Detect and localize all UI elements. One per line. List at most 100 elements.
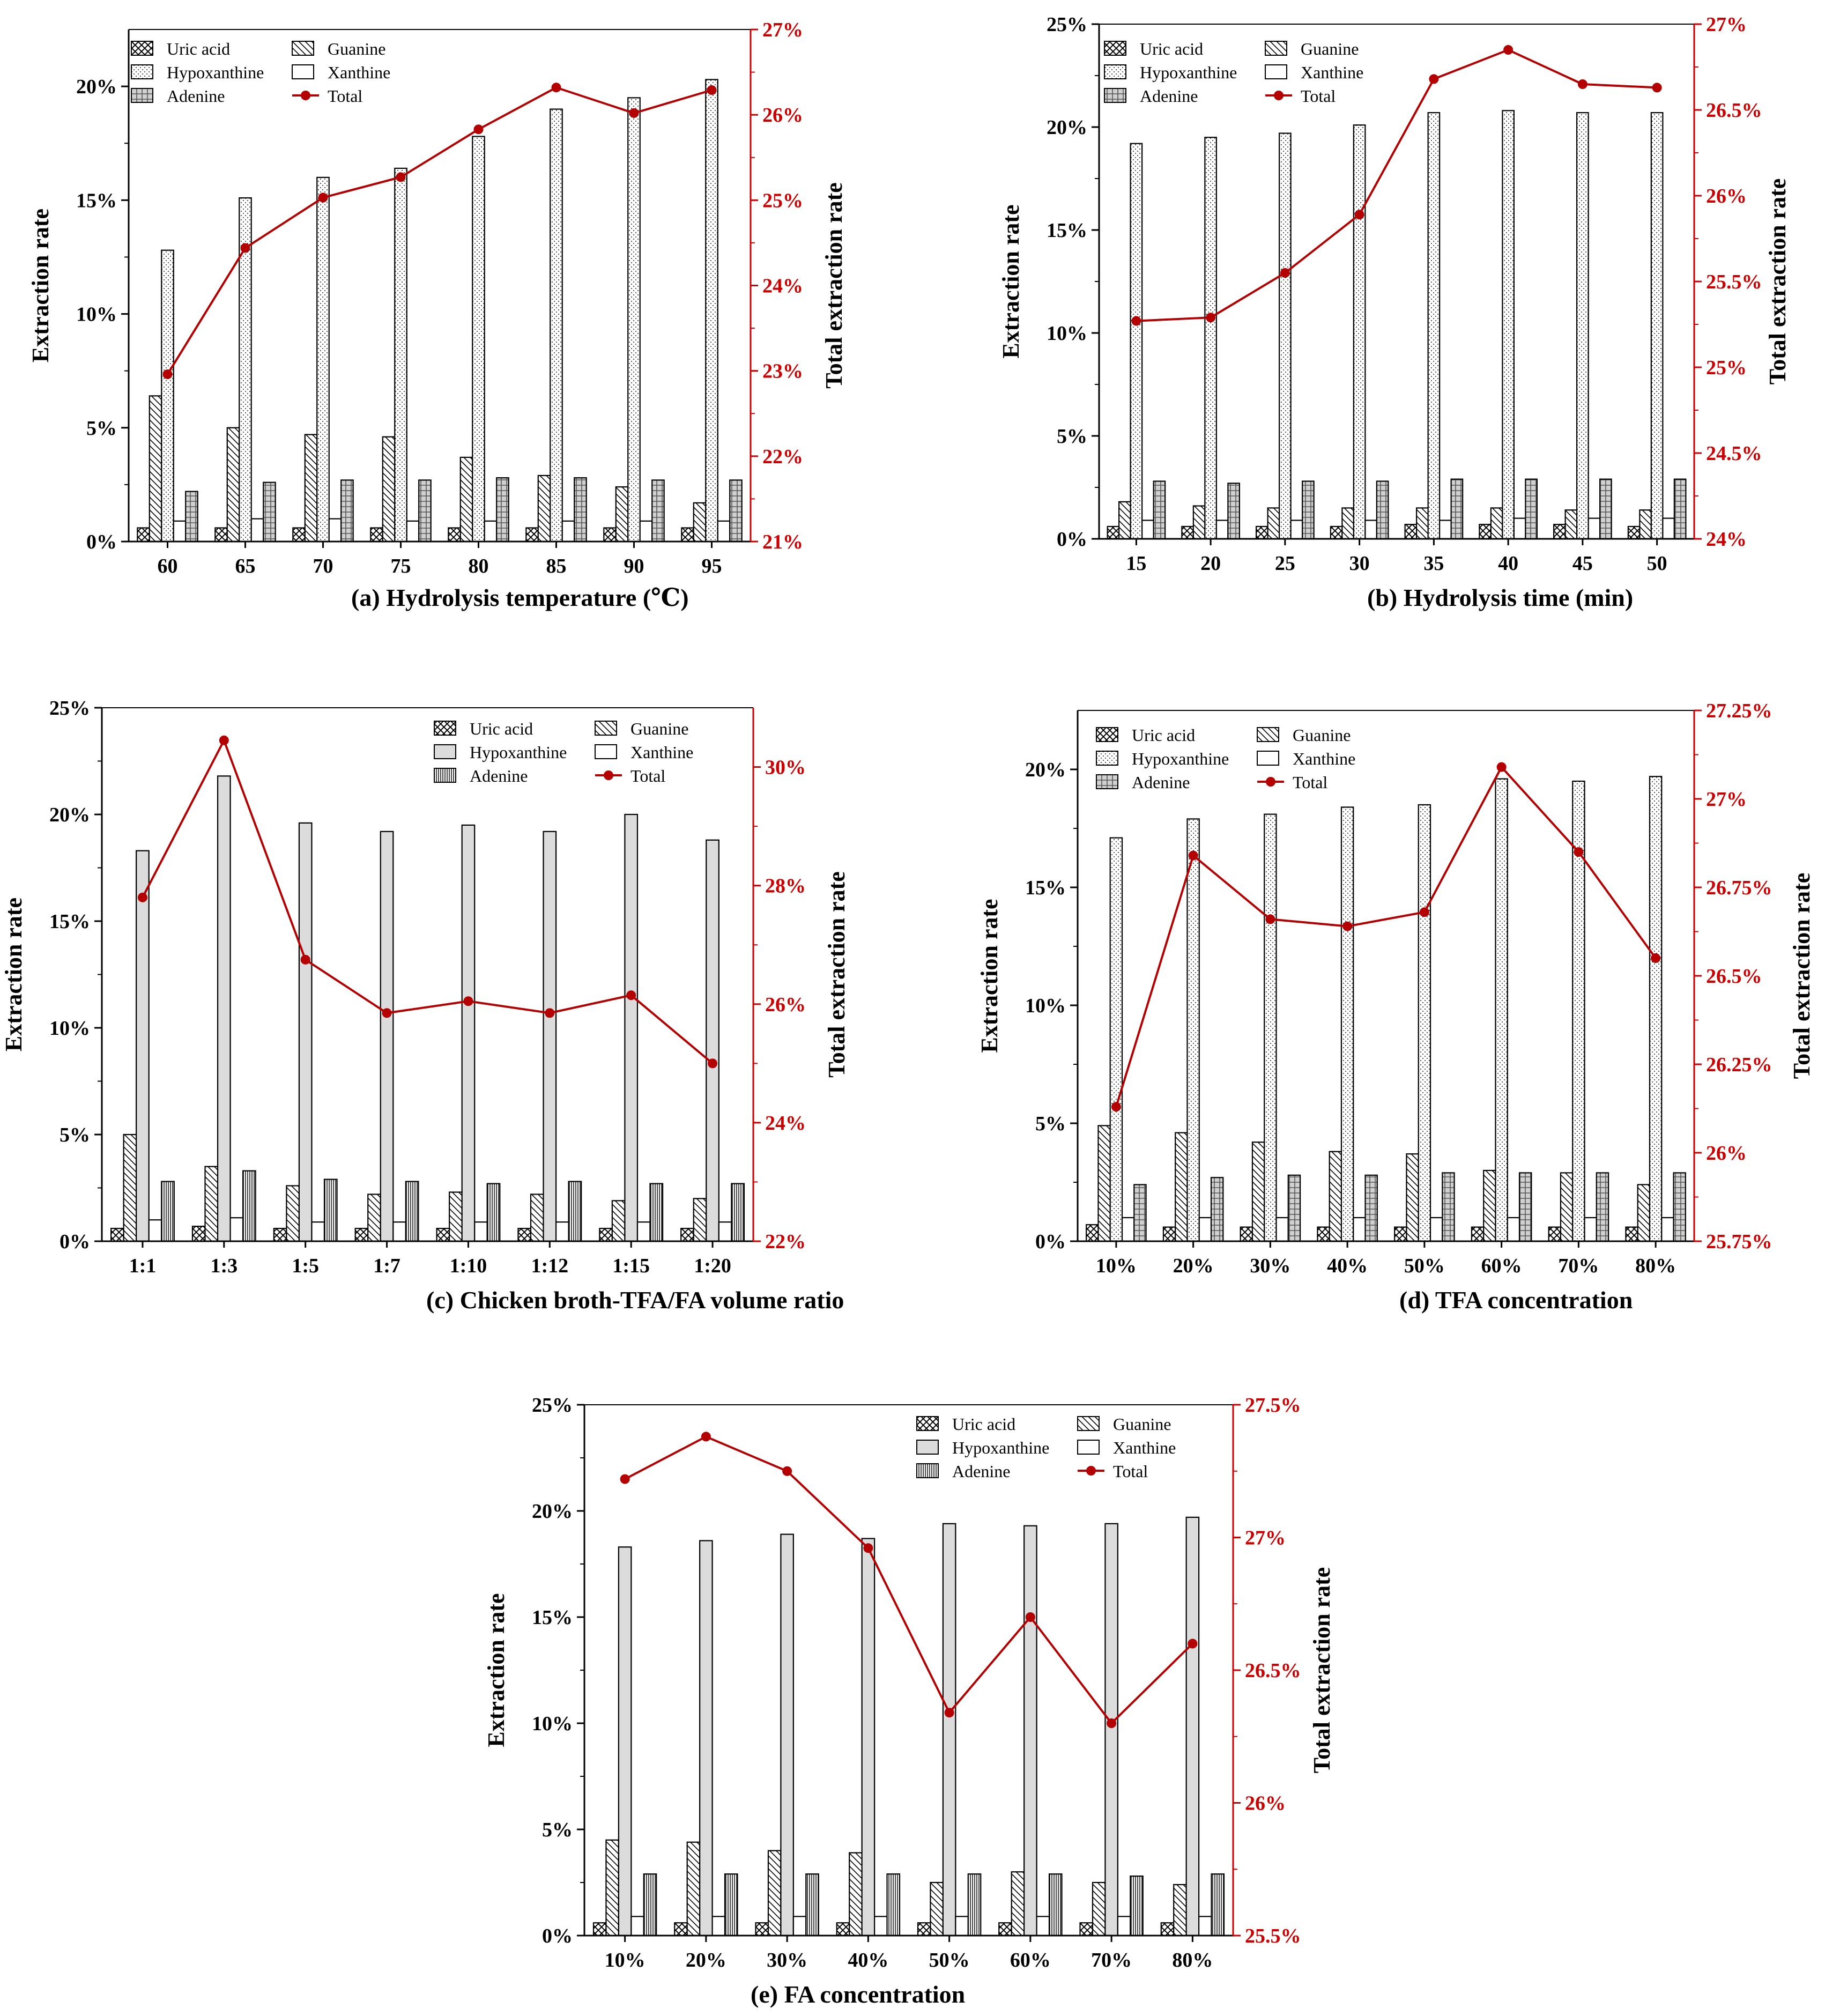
bar-uric-acid [1256,525,1268,540]
y2-tick-label: 25.75% [1706,1231,1772,1253]
legend-swatch [292,64,314,79]
y-tick-label: 15% [1025,877,1066,899]
bar-uric-acid [292,527,306,543]
legend-label: Total [328,86,362,106]
x-tick-label: 30% [767,1949,807,1971]
legend-swatch [434,744,456,759]
bar-xanthine [792,1916,807,1937]
total-point [620,1474,630,1484]
y-tick-label: 10% [76,303,117,326]
legend-label: Guanine [630,719,688,738]
bar-guanine [605,1839,620,1937]
bar-guanine [226,427,240,543]
y-tick-label: 10% [1025,995,1066,1017]
legend-swatch [916,1416,939,1431]
legend-label: Uric acid [1140,39,1203,58]
legend-label: Uric acid [952,1414,1015,1434]
y-tick-label: 15% [1047,219,1087,242]
bar-hypoxanthine [1186,818,1200,1242]
bar-hypoxanthine [627,97,641,543]
x-tick-label: 50% [929,1949,970,1971]
y2-tick-label: 26% [1706,1142,1747,1165]
y2-tick-label: 26.5% [1706,965,1762,988]
bar-guanine [1639,509,1652,540]
legend-swatch [1096,751,1118,766]
legend-total-marker [604,770,613,780]
y2-tick-label: 26% [765,994,806,1016]
y-tick-label: 15% [49,910,90,933]
legend-swatch [1265,41,1287,56]
y-tick-label: 15% [76,189,117,212]
y2-tick-label: 22% [765,1231,806,1253]
bar-xanthine [636,1221,651,1242]
y-tick-label: 10% [532,1713,573,1735]
total-point [629,108,639,118]
bar-uric-acid [1317,1226,1330,1242]
chart-panel-a: 0% 5% 10% 15% 20% 21% 22% 23% 24% 25% 26% 27% 60 65 70… [27,19,847,611]
total-point [863,1543,873,1553]
bar-hypoxanthine [316,176,330,543]
bar-hypoxanthine [780,1533,794,1937]
y2-tick-label: 28% [765,875,806,898]
bar-adenine [418,479,432,543]
bar-xanthine [1507,1217,1520,1242]
total-point [1188,850,1198,861]
legend-swatch [1077,1440,1100,1455]
bar-xanthine [1661,1217,1674,1242]
bar-uric-acid [680,1228,694,1242]
x-tick-label: 60% [1481,1255,1522,1277]
legend-swatch [1257,751,1279,766]
bar-guanine [537,475,551,543]
bar-hypoxanthine [1104,1523,1118,1937]
bar-uric-acid [110,1228,124,1242]
bar-guanine [686,1841,701,1937]
legend: Uric acid Guanine Hypoxanthine Xanthine Aden… [1096,725,1355,792]
chart-caption: (c) Chicken broth-TFA/FA volume ratio [426,1286,844,1314]
bar-uric-acid [1394,1226,1407,1242]
bar-guanine [1192,505,1206,540]
bar-guanine [123,1133,137,1242]
total-point [137,892,147,902]
bar-uric-acid [681,527,694,543]
legend-label: Xanthine [328,63,390,82]
bar-adenine [1130,1876,1144,1937]
x-tick-label: 60% [1010,1949,1051,1971]
x-tick-label: 20 [1200,552,1221,575]
y2-tick-label: 26.5% [1706,99,1762,122]
bar-guanine [1173,1884,1187,1937]
bar-adenine [1048,1873,1063,1937]
bar-guanine [367,1194,381,1242]
bar-guanine [1341,507,1354,540]
legend-label: Total [1113,1462,1148,1481]
bar-hypoxanthine [1023,1525,1037,1937]
bar-uric-acid [214,527,228,543]
y2-tick-label: 27.5% [1245,1394,1301,1417]
x-tick-label: 1:3 [210,1255,238,1277]
y-tick-label: 10% [1047,322,1087,345]
total-point [219,735,229,745]
bar-adenine [405,1181,419,1242]
total-point [944,1708,954,1718]
bar-uric-acid [273,1228,287,1242]
y2-tick-label: 23% [762,360,803,383]
x-tick-label: 10% [1096,1255,1137,1277]
bar-hypoxanthine [1109,837,1123,1242]
total-point [1496,762,1507,772]
total-point [240,243,250,253]
y-tick-label: 20% [1025,759,1066,781]
bar-xanthine [250,518,264,543]
bar-uric-acid [917,1922,931,1937]
y-axis-label: Extraction rate [27,209,54,362]
x-tick-label: 1:10 [450,1255,487,1277]
bar-xanthine [1215,520,1229,540]
y2-tick-label: 21% [762,531,803,553]
y2-tick-label: 24.5% [1706,442,1762,465]
x-tick-label: 30% [1250,1255,1290,1277]
bar-xanthine [229,1217,244,1242]
bar-xanthine [173,520,187,543]
total-point [396,172,406,182]
bar-guanine [1416,507,1429,540]
bar-guanine [1490,507,1503,540]
bar-uric-acid [191,1226,206,1242]
legend-label: Guanine [328,39,385,58]
